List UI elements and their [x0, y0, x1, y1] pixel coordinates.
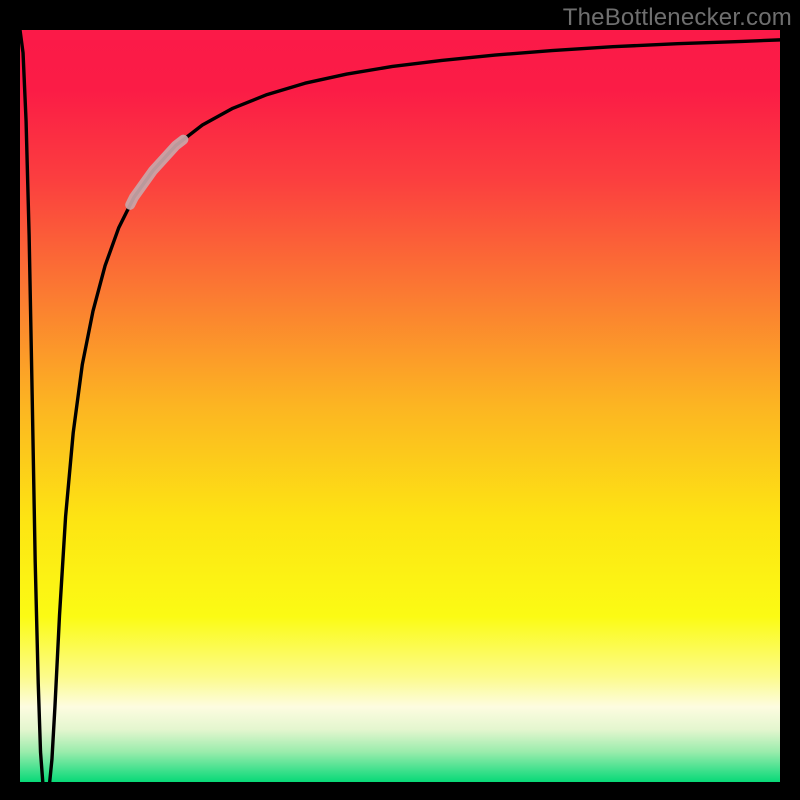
watermark-text: TheBottlenecker.com [563, 4, 792, 32]
main-curve [20, 30, 780, 782]
chart-stage: TheBottlenecker.com [0, 0, 800, 800]
highlight-segment [130, 140, 183, 205]
curve-layer [20, 30, 780, 782]
plot-area [20, 30, 780, 782]
